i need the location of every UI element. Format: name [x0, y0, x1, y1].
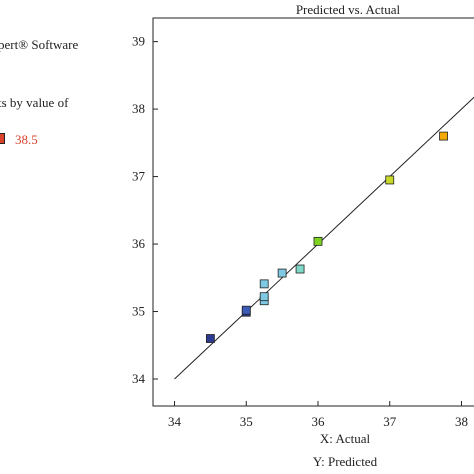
- y-tick-label: 36: [132, 236, 146, 251]
- data-point: [241, 305, 251, 315]
- y-tick-label: 39: [132, 34, 145, 49]
- legend-max-swatch: [0, 133, 5, 144]
- data-point: [205, 334, 215, 343]
- y-tick-label: 34: [132, 371, 146, 386]
- x-tick-label: 35: [240, 414, 253, 429]
- x-tick-label: 38: [455, 414, 468, 429]
- reference-line: [174, 96, 474, 380]
- data-point: [295, 264, 305, 274]
- software-caption: pert® Software: [0, 37, 79, 52]
- y-tick-label: 38: [132, 101, 145, 116]
- data-point: [259, 292, 269, 302]
- x-tick-label: 34: [168, 414, 182, 429]
- y-axis-label: Y: Predicted: [313, 454, 378, 469]
- data-point: [277, 268, 287, 278]
- data-point: [439, 131, 448, 141]
- x-tick-label: 36: [312, 414, 326, 429]
- color-by-caption: ts by value of: [0, 95, 69, 110]
- legend-max-label: 38.5: [15, 132, 38, 147]
- x-tick-label: 37: [383, 414, 397, 429]
- plot-frame: [152, 17, 474, 407]
- y-tick-label: 37: [132, 169, 146, 184]
- y-tick-label: 35: [132, 304, 145, 319]
- chart-title: Predicted vs. Actual: [296, 2, 401, 17]
- data-point: [313, 236, 323, 246]
- data-point: [259, 279, 269, 289]
- data-point: [385, 175, 395, 185]
- x-axis-label: X: Actual: [320, 431, 371, 446]
